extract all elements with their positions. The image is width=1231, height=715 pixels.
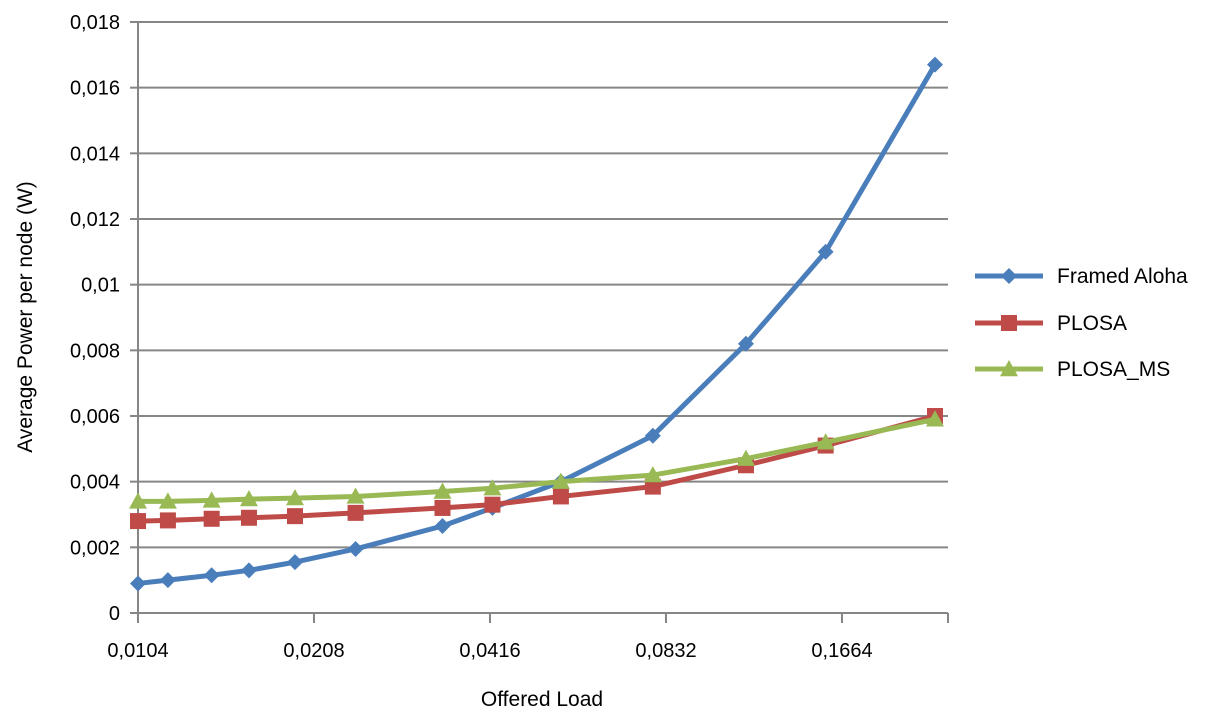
series-line: [137, 413, 936, 524]
y-tick-label: 0,006: [70, 406, 120, 428]
data-point-triangle: [239, 490, 258, 507]
data-point-diamond: [1001, 268, 1017, 284]
y-tick-label: 0,008: [70, 340, 120, 362]
legend-label: PLOSA: [1057, 312, 1127, 335]
data-point-triangle: [551, 472, 570, 489]
axes: [130, 21, 949, 623]
x-axis-title: Offered Load: [481, 688, 603, 711]
data-point-diamond: [203, 567, 220, 584]
data-point-square: [203, 510, 220, 527]
y-tick-label: 0,018: [70, 12, 120, 34]
data-point-diamond: [737, 335, 754, 352]
data-point-triangle: [433, 482, 452, 499]
x-tick-label: 0,1664: [811, 640, 872, 662]
data-point-triangle: [129, 492, 147, 509]
data-point-diamond: [240, 562, 257, 579]
data-point-diamond: [926, 56, 943, 73]
data-point-diamond: [130, 575, 146, 592]
data-point-triangle: [202, 491, 221, 508]
data-point-triangle: [816, 433, 835, 450]
data-point-square: [1001, 315, 1017, 331]
data-point-diamond: [286, 554, 303, 571]
y-tick-label: 0,012: [70, 209, 120, 231]
data-point-square: [434, 499, 451, 516]
data-point-square: [347, 504, 364, 521]
data-point-diamond: [347, 540, 364, 557]
data-point-square: [644, 478, 661, 495]
data-point-square: [484, 496, 501, 513]
y-tick-label: 0,014: [70, 143, 120, 165]
data-point-triangle: [1000, 360, 1018, 377]
data-point-square: [159, 512, 176, 529]
data-point-square: [240, 509, 257, 526]
data-point-diamond: [159, 572, 176, 589]
data-point-triangle: [736, 449, 755, 466]
y-axis-title: Average Power per node (W): [14, 181, 37, 453]
y-tick-label: 0,016: [70, 78, 120, 100]
data-point-triangle: [925, 410, 944, 427]
tick-labels: 0 0,002 0,004 0,006 0,008 0,01 0,012 0,014 0,016…: [70, 12, 873, 662]
x-tick-label: 0,0208: [283, 640, 344, 662]
legend-label: Framed Aloha: [1057, 265, 1188, 288]
x-tick-label: 0,0832: [635, 640, 696, 662]
data-point-square: [130, 513, 146, 530]
data-point-triangle: [643, 466, 662, 483]
data-point-diamond: [817, 243, 834, 260]
y-tick-label: 0,002: [70, 537, 120, 559]
legend-label: PLOSA_MS: [1057, 358, 1170, 381]
gridlines: [138, 21, 948, 549]
data-point-triangle: [158, 492, 177, 509]
legend: Framed Aloha PLOSA PLOSA_MS: [975, 265, 1188, 381]
x-tick-label: 0,0104: [107, 640, 168, 662]
data-point-square: [552, 488, 569, 505]
data-point-diamond: [644, 427, 661, 444]
data-point-triangle: [483, 479, 502, 496]
y-tick-label: 0,01: [81, 275, 120, 297]
data-point-triangle: [346, 487, 365, 504]
y-tick-label: 0: [109, 603, 120, 625]
data-point-diamond: [434, 517, 451, 534]
data-point-triangle: [285, 489, 304, 506]
x-tick-label: 0,0416: [459, 640, 520, 662]
data-point-square: [286, 508, 303, 525]
series-lines: [129, 56, 944, 592]
y-tick-label: 0,004: [70, 472, 120, 494]
